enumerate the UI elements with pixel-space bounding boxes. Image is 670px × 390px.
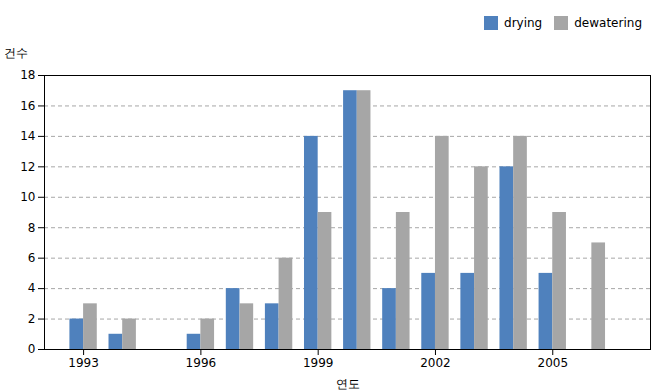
- svg-text:1993: 1993: [68, 356, 99, 370]
- svg-text:1999: 1999: [303, 356, 334, 370]
- svg-text:16: 16: [20, 99, 35, 113]
- svg-text:0: 0: [28, 342, 36, 356]
- html-text:drying: drying: [504, 15, 543, 30]
- svg-text:18: 18: [20, 68, 35, 82]
- svg-text:6: 6: [28, 251, 36, 265]
- svg-text:8: 8: [28, 221, 36, 235]
- svg-text:연도: 연도: [336, 377, 360, 390]
- svg-text:14: 14: [20, 129, 35, 143]
- svg-text:12: 12: [20, 160, 35, 174]
- svg-text:2: 2: [28, 312, 36, 326]
- html-text:dewatering: dewatering: [574, 15, 642, 30]
- svg-text:2005: 2005: [537, 356, 568, 370]
- svg-text:2002: 2002: [420, 356, 451, 370]
- svg-text:건수: 건수: [4, 46, 28, 60]
- svg-text:4: 4: [28, 281, 36, 295]
- svg-text:1996: 1996: [186, 356, 217, 370]
- svg-text:10: 10: [20, 190, 35, 204]
